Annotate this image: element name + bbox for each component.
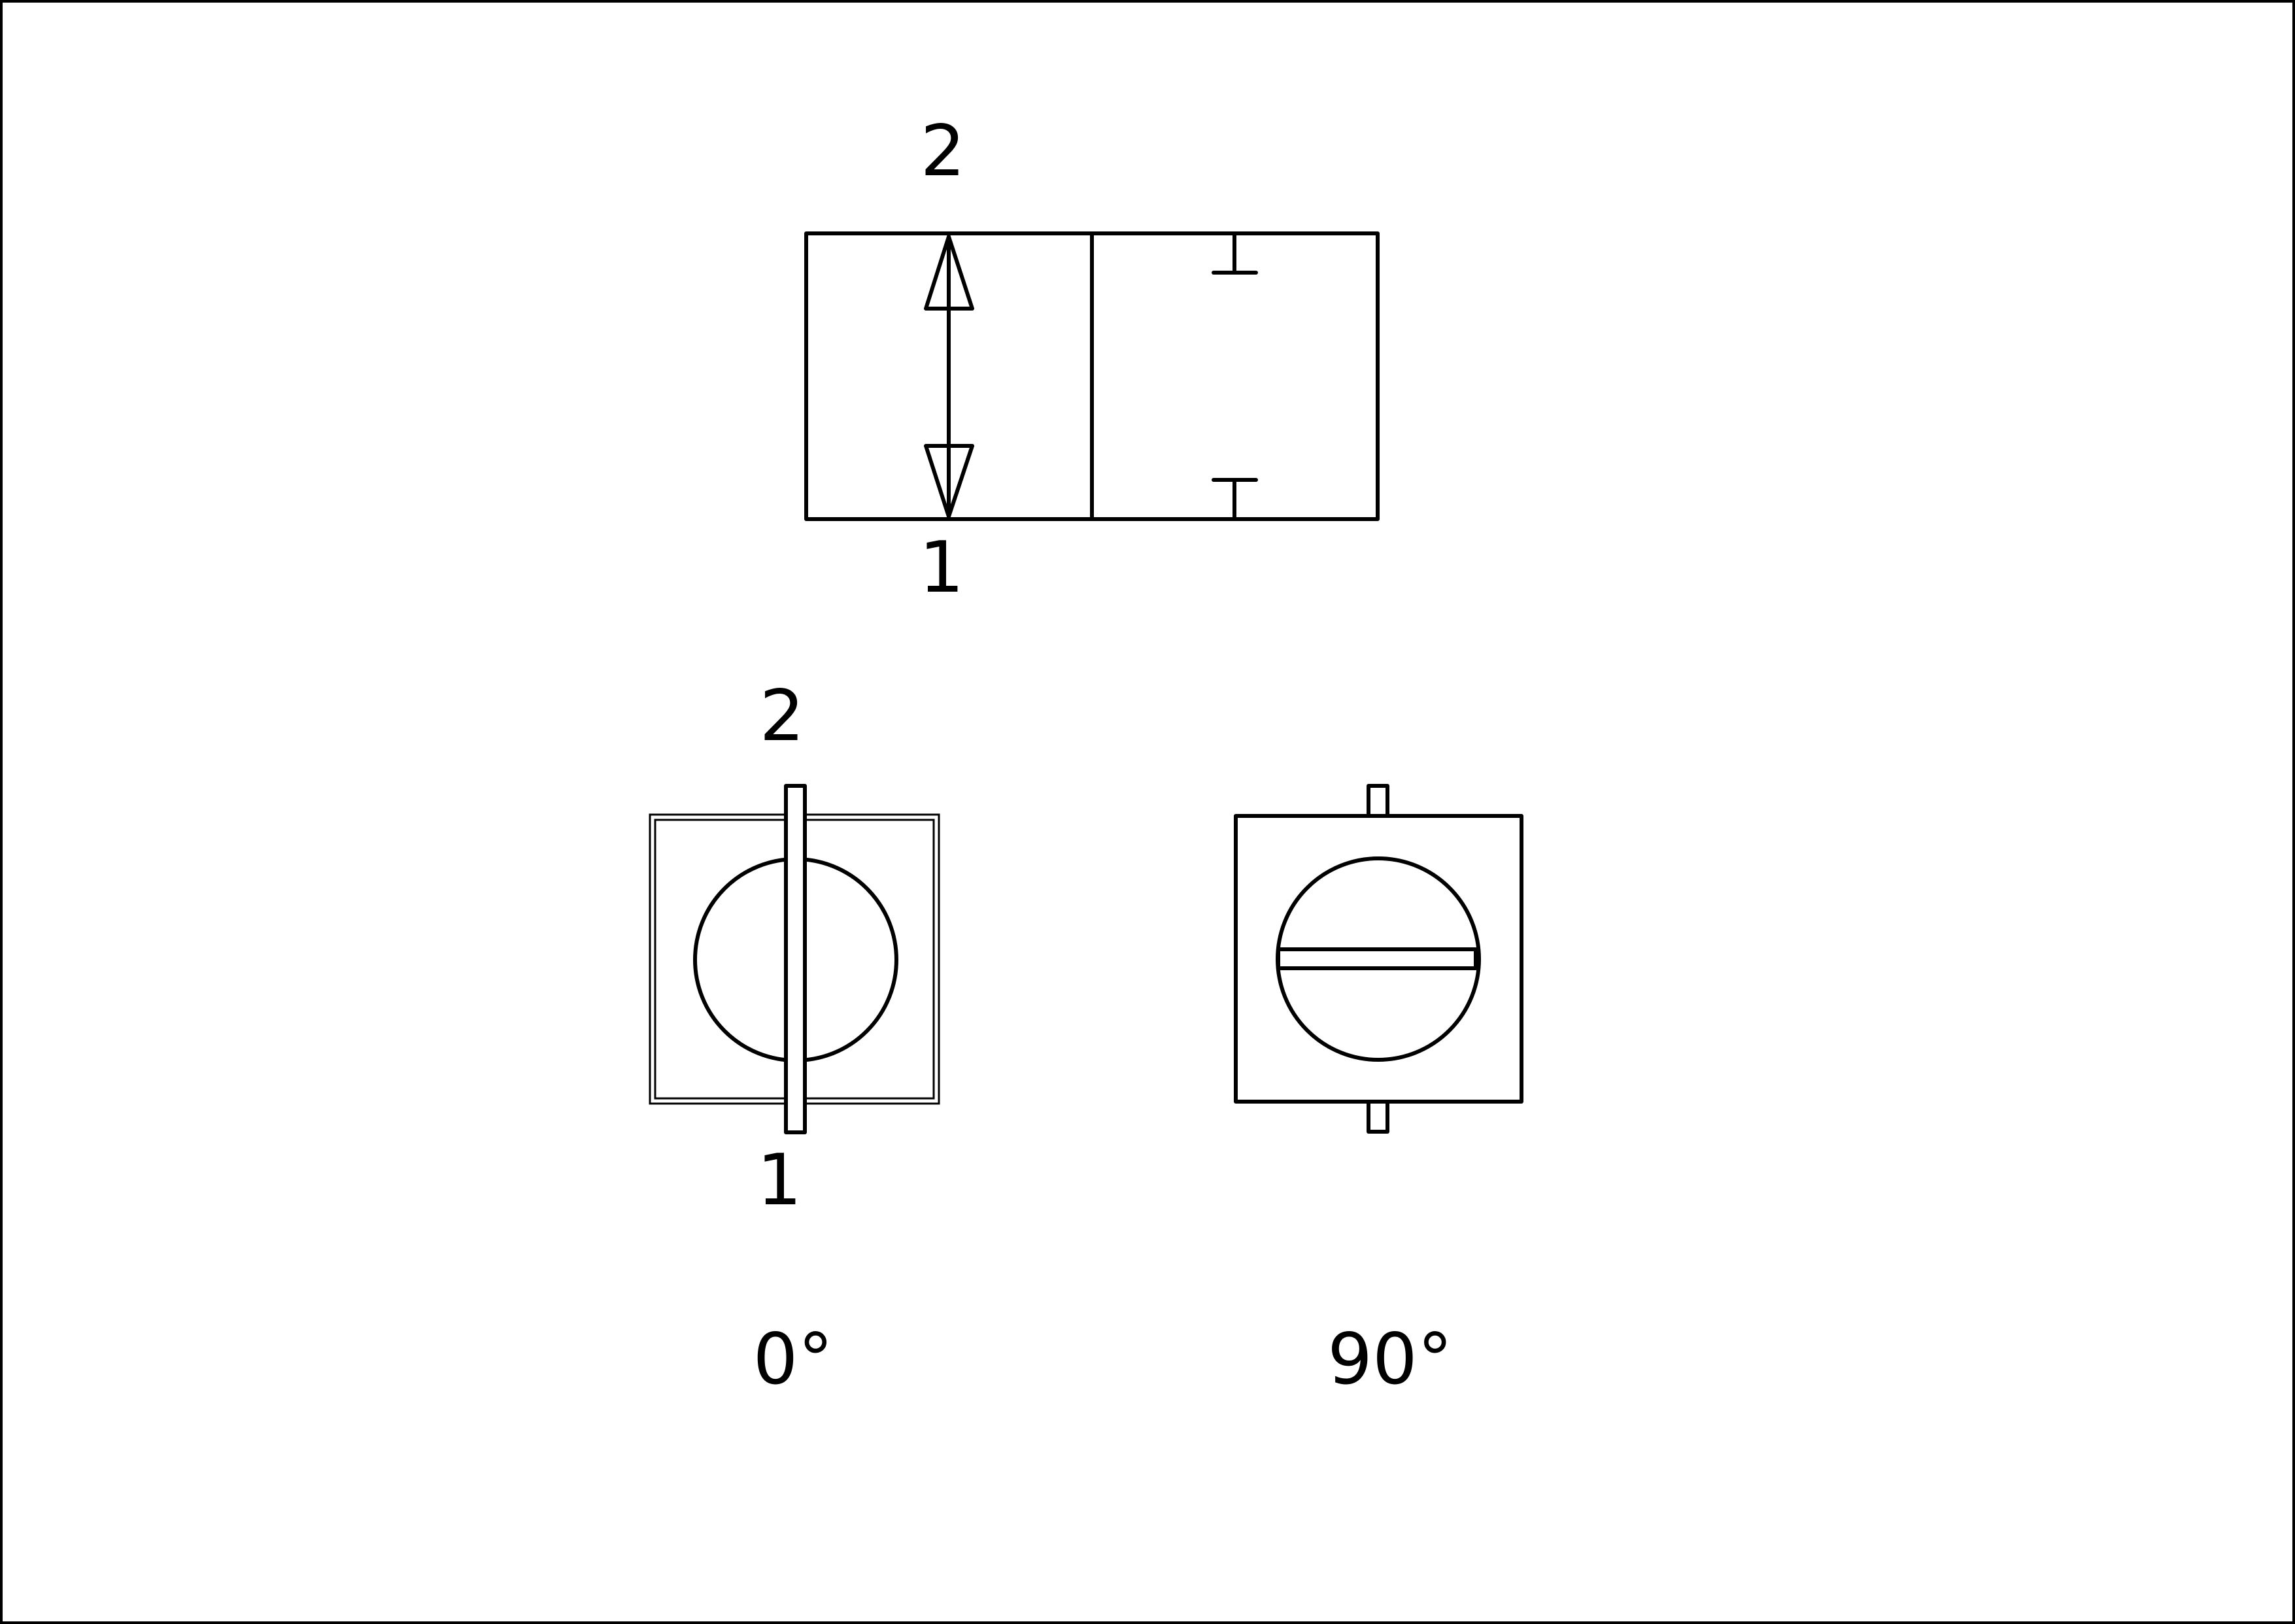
handle-lever-closed[interactable] [1276, 947, 1478, 970]
angle-label-0: 0° [753, 1319, 834, 1400]
valve-port-1-label: 1 [919, 527, 964, 609]
blocked-port-top [1212, 233, 1258, 275]
valve-envelope-closed [1090, 231, 1380, 521]
flow-arrow [924, 235, 974, 518]
handle-lever-open[interactable] [784, 784, 807, 1134]
angle-label-90: 90° [1327, 1319, 1452, 1400]
handle-view-open: 2 1 0° [649, 675, 940, 1400]
port-stub-top [1367, 784, 1389, 818]
open-port-1-label: 1 [757, 1140, 802, 1221]
valve-port-2-label: 2 [921, 110, 966, 192]
handle-view-closed: 90° [1234, 784, 1523, 1400]
blocked-port-bottom [1212, 478, 1258, 519]
open-port-2-label: 2 [760, 675, 805, 757]
two-way-valve-symbol: 2 1 [804, 110, 1380, 609]
port-stub-bottom [1367, 1100, 1389, 1134]
handle-knob-closed [1276, 856, 1481, 1062]
